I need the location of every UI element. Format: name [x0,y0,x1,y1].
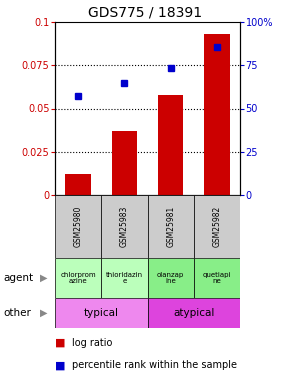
Text: GSM25982: GSM25982 [212,206,221,247]
Text: ▶: ▶ [40,273,47,283]
Text: GSM25981: GSM25981 [166,206,175,247]
Bar [55,258,101,298]
Bar [148,195,194,258]
Text: quetiapi
ne: quetiapi ne [203,272,231,284]
Bar [112,131,137,195]
Bar [204,34,230,195]
Text: other: other [3,308,31,318]
Bar [148,258,194,298]
Bar [55,298,148,328]
Text: GDS775 / 18391: GDS775 / 18391 [88,5,202,19]
Text: GSM25980: GSM25980 [74,206,83,247]
Bar [148,298,240,328]
Bar [55,195,101,258]
Text: olanzap
ine: olanzap ine [157,272,184,284]
Text: ■: ■ [55,360,66,370]
Text: GSM25983: GSM25983 [120,206,129,247]
Bar [101,195,148,258]
Bar [101,258,148,298]
Text: thioridazin
e: thioridazin e [106,272,143,284]
Bar [158,94,183,195]
Text: agent: agent [3,273,33,283]
Text: log ratio: log ratio [72,338,113,348]
Text: ■: ■ [55,338,66,348]
Text: chlorprom
azine: chlorprom azine [60,272,96,284]
Text: atypical: atypical [173,308,214,318]
Bar [194,258,240,298]
Bar [66,174,91,195]
Text: percentile rank within the sample: percentile rank within the sample [72,360,238,370]
Text: ▶: ▶ [40,308,47,318]
Text: typical: typical [84,308,119,318]
Bar [194,195,240,258]
